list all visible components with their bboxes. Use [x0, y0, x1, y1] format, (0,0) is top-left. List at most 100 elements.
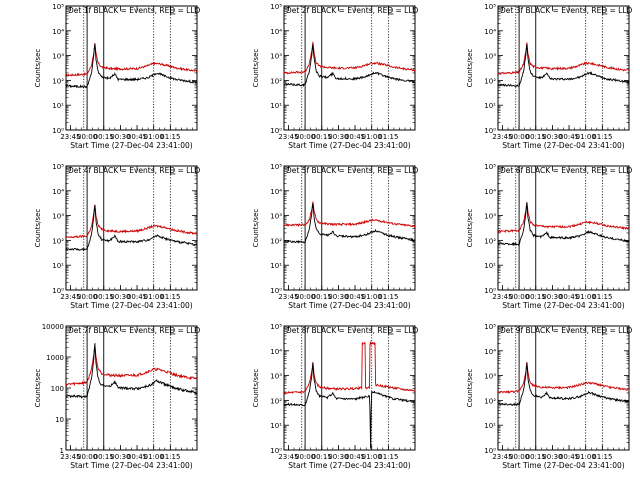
x-tick-label: 00:00	[509, 453, 529, 461]
y-tick-label: 10³	[484, 53, 496, 61]
x-tick-label: 00:45	[345, 133, 365, 141]
panel-title: Det 5f BLACK = Events, RED = LLD	[286, 166, 419, 175]
x-tick-label: 01:00	[362, 453, 382, 461]
x-tick-label: 23:45	[492, 453, 512, 461]
y-tick-label: 10²	[270, 77, 282, 85]
chart-panel-8: 10⁰ 10¹ 10² 10³ 10⁴ 10⁵ 23:4500:0000:1500:3000…	[252, 323, 419, 470]
y-tick-label: 10⁴	[270, 28, 282, 36]
x-tick-label: 00:15	[526, 453, 546, 461]
y-tick-label: 10²	[270, 397, 282, 405]
x-tick-label: 00:00	[77, 293, 97, 301]
x-tick-label: 00:00	[77, 133, 97, 141]
x-tick-label: 01:00	[362, 133, 382, 141]
x-tick-label: 01:15	[378, 133, 398, 141]
x-tick-label: 01:15	[378, 453, 398, 461]
y-tick-label: 10¹	[484, 422, 496, 430]
x-tick-label: 00:45	[559, 293, 579, 301]
y-tick-label: 10³	[484, 373, 496, 381]
e-marker	[601, 325, 608, 335]
x-tick-label: 00:30	[328, 453, 348, 461]
y-tick-label: 10⁴	[52, 188, 64, 196]
x-tick-label: 00:00	[509, 293, 529, 301]
y-tick-label: 10⁵	[270, 163, 282, 171]
lld-series-line	[283, 340, 416, 396]
x-axis-label: Start Time (27-Dec-04 23:41:00)	[70, 141, 192, 150]
events-series-line	[65, 343, 198, 400]
plot-frame	[65, 5, 198, 131]
y-tick-label: 10¹	[52, 102, 64, 110]
y-tick-label: 10⁰	[52, 287, 64, 295]
x-tick-label: 00:30	[328, 293, 348, 301]
y-tick-label: 10⁰	[484, 287, 496, 295]
y-axis-label: Counts/sec	[466, 49, 474, 88]
y-tick-label: 10⁴	[484, 348, 496, 356]
x-axis-label: Start Time (27-Dec-04 23:41:00)	[288, 301, 410, 310]
lld-series-line	[283, 201, 416, 228]
y-tick-label: 10³	[270, 213, 282, 221]
e-marker	[169, 165, 176, 175]
x-tick-label: 00:30	[542, 133, 562, 141]
x-tick-label: 00:00	[295, 293, 315, 301]
lld-series-line	[283, 41, 416, 75]
y-axis-label: Counts/sec	[466, 369, 474, 408]
y-tick-label: 10¹	[270, 422, 282, 430]
panel-title: Det 8f BLACK = Events, RED = LLD	[286, 326, 419, 335]
x-tick-label: 23:45	[492, 293, 512, 301]
y-tick-label: 10⁵	[52, 163, 64, 171]
x-tick-label: 01:00	[144, 453, 164, 461]
x-tick-label: 00:45	[345, 453, 365, 461]
x-tick-label: 01:15	[592, 133, 612, 141]
x-tick-label: 00:15	[526, 133, 546, 141]
x-tick-label: 00:30	[110, 133, 130, 141]
x-tick-label: 00:15	[312, 453, 332, 461]
x-tick-label: 23:45	[60, 133, 80, 141]
lld-series-line	[65, 345, 197, 387]
x-tick-label: 01:00	[576, 133, 596, 141]
x-axis-label: Start Time (27-Dec-04 23:41:00)	[502, 301, 624, 310]
y-tick-label: 1	[60, 447, 64, 455]
y-tick-label: 10³	[270, 373, 282, 381]
y-tick-label: 10⁴	[270, 188, 282, 196]
e-marker	[169, 5, 176, 15]
y-tick-label: 10⁴	[52, 28, 64, 36]
y-axis-label: Counts/sec	[34, 209, 42, 248]
y-tick-label: 10³	[52, 53, 64, 61]
x-axis-label: Start Time (27-Dec-04 23:41:00)	[70, 301, 192, 310]
y-axis-label: Counts/sec	[34, 369, 42, 408]
chart-panel-1: 10⁰ 10¹ 10² 10³ 10⁴ 10⁵ 23:4500:0000:1500:3000…	[34, 3, 201, 150]
y-tick-label: 10⁵	[484, 323, 496, 331]
x-tick-label: 00:30	[110, 293, 130, 301]
x-tick-label: 00:15	[94, 133, 114, 141]
x-tick-label: 23:45	[492, 133, 512, 141]
y-tick-label: 10000	[42, 323, 64, 331]
lld-series-line	[497, 361, 630, 394]
x-tick-label: 00:15	[312, 133, 332, 141]
y-tick-label: 10⁵	[52, 3, 64, 11]
e-marker	[387, 325, 394, 335]
x-tick-label: 00:15	[94, 293, 114, 301]
x-tick-label: 23:45	[60, 293, 80, 301]
x-tick-label: 00:30	[110, 453, 130, 461]
y-tick-label: 10¹	[270, 102, 282, 110]
x-tick-label: 00:30	[542, 453, 562, 461]
y-tick-label: 10²	[484, 397, 496, 405]
events-series-line	[65, 43, 198, 89]
x-tick-label: 01:00	[144, 293, 164, 301]
y-tick-label: 10⁵	[484, 3, 496, 11]
y-tick-label: 10⁰	[52, 127, 64, 135]
y-tick-label: 10⁰	[270, 447, 282, 455]
y-tick-label: 10²	[52, 237, 64, 245]
lld-series-line	[65, 43, 198, 78]
panel-title: Det 1f BLACK = Events, RED = LLD	[68, 6, 201, 15]
x-axis-label: Start Time (27-Dec-04 23:41:00)	[502, 141, 624, 150]
x-tick-label: 01:00	[576, 453, 596, 461]
y-tick-label: 10²	[270, 237, 282, 245]
panel-title: Det 6f BLACK = Events, RED = LLD	[500, 166, 633, 175]
x-tick-label: 00:15	[312, 293, 332, 301]
x-tick-label: 00:00	[295, 133, 315, 141]
plot-frame	[283, 165, 416, 291]
y-tick-label: 10	[55, 416, 64, 424]
y-axis-label: Counts/sec	[34, 49, 42, 88]
events-series-line	[283, 203, 416, 244]
lld-series-line	[65, 204, 198, 239]
